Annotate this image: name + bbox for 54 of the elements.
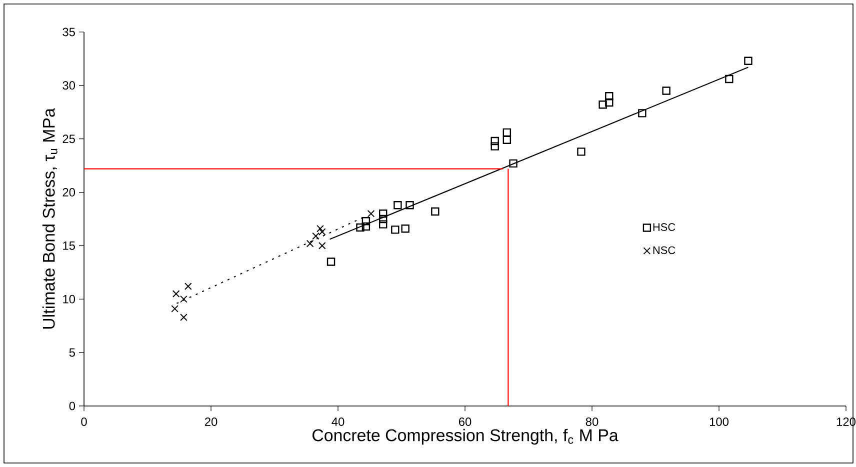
legend-label: HSC	[653, 223, 676, 231]
point	[362, 217, 370, 226]
x-tick-label: 100	[710, 418, 729, 426]
point	[502, 128, 512, 137]
point	[638, 109, 646, 118]
point	[378, 220, 388, 228]
point	[172, 290, 180, 298]
point	[326, 258, 336, 266]
point	[394, 200, 402, 210]
point	[316, 224, 324, 232]
point	[312, 232, 320, 240]
point	[490, 136, 499, 146]
point	[490, 142, 499, 150]
x-tick-label: 60	[458, 418, 472, 426]
point	[725, 74, 734, 84]
y-tick-label: 5	[69, 348, 75, 357]
y-tick-label: 0	[69, 402, 76, 410]
y-tick-label: 35	[62, 28, 75, 36]
point	[180, 295, 188, 303]
point	[401, 224, 410, 233]
point	[605, 98, 614, 107]
point	[180, 314, 188, 321]
x-tick-label: 20	[204, 418, 218, 426]
point	[431, 207, 440, 216]
x-tick-label: 0	[81, 418, 87, 426]
point	[406, 200, 414, 210]
point	[662, 86, 670, 95]
point	[378, 214, 388, 224]
legend-label: NSC	[653, 246, 676, 254]
point	[744, 56, 752, 65]
y-tick-label: 20	[62, 188, 76, 196]
x-tick-label: 40	[332, 418, 344, 426]
x-tick-label: 80	[586, 418, 598, 426]
point	[356, 223, 364, 232]
point	[306, 240, 314, 248]
point	[378, 210, 388, 218]
point	[318, 228, 326, 236]
y-tick-label: 30	[62, 81, 76, 90]
y-tick-label: 15	[63, 242, 75, 250]
point	[509, 159, 518, 168]
y-axis-title: Ultimate Bond Stress, τ$_{u}$ MPa	[42, 108, 58, 329]
point	[362, 222, 370, 231]
y-tick-label: 25	[62, 134, 75, 144]
point	[184, 282, 192, 290]
x-axis-title: Concrete Compression Strength, f$_{c}$ M Pa	[312, 428, 618, 445]
y-tick-label: 10	[63, 294, 76, 304]
point	[171, 305, 178, 312]
point	[605, 92, 614, 100]
point	[391, 226, 400, 234]
point	[502, 136, 512, 144]
point	[598, 100, 607, 109]
point	[577, 148, 586, 156]
point	[367, 210, 375, 218]
point	[318, 242, 326, 250]
